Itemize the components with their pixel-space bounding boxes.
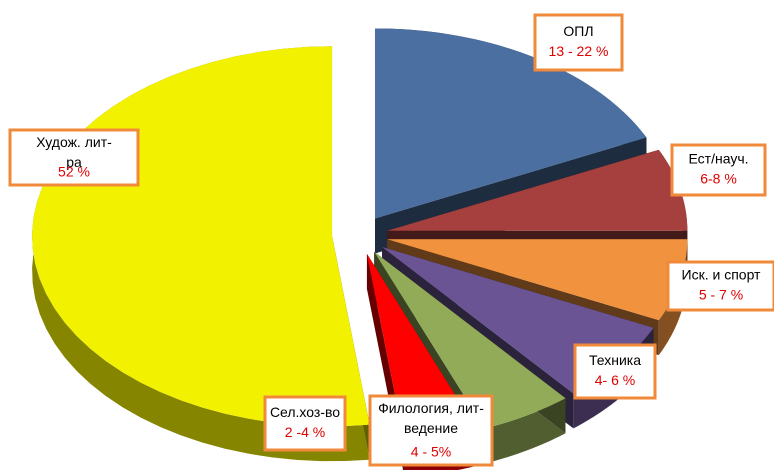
label-box xyxy=(8,128,140,187)
slice-range: 5 - 7 % xyxy=(699,287,743,303)
slice xyxy=(387,149,688,231)
slice-name: Иск. и спорт xyxy=(682,267,762,283)
label-box xyxy=(666,260,774,312)
slice-range: 4- 6 % xyxy=(595,372,635,388)
slice-name-line: Филология, лит- xyxy=(378,400,484,416)
label-box xyxy=(533,13,624,72)
slice xyxy=(375,28,647,219)
slice xyxy=(374,251,566,429)
label-box xyxy=(573,343,657,400)
slice-name: Филология, лит-ведение xyxy=(378,400,484,436)
slice-name: ОПЛ xyxy=(563,23,593,39)
slice-name: Ест/науч. xyxy=(688,151,748,167)
slice-name: Сел.хоз-во xyxy=(270,404,340,420)
slice-range: 4 - 5% xyxy=(411,444,451,460)
label-box xyxy=(670,143,767,197)
slice-name: Техника xyxy=(589,352,641,368)
slice-name-line: ра xyxy=(66,154,82,170)
label-box xyxy=(368,394,494,467)
slice-name-line: ведение xyxy=(404,420,458,436)
slice-range: 2 -4 % xyxy=(285,424,325,440)
label-box xyxy=(263,395,347,452)
slice-range: 13 - 22 % xyxy=(549,43,609,59)
slice-name: Худож. лит-ра xyxy=(36,134,112,170)
slice-range: 52 % xyxy=(58,164,90,180)
slice xyxy=(387,239,688,321)
slice-name-line: Худож. лит- xyxy=(36,134,112,150)
slice-range: 6-8 % xyxy=(700,171,737,187)
